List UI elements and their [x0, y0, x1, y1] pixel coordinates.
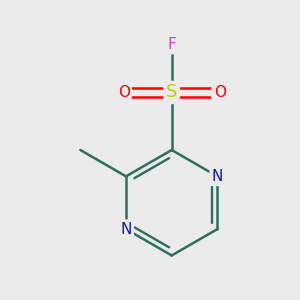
Text: O: O — [118, 85, 130, 100]
Text: N: N — [120, 222, 132, 237]
Text: F: F — [167, 37, 176, 52]
Text: O: O — [214, 85, 226, 100]
Text: N: N — [212, 169, 223, 184]
Text: S: S — [166, 83, 177, 101]
